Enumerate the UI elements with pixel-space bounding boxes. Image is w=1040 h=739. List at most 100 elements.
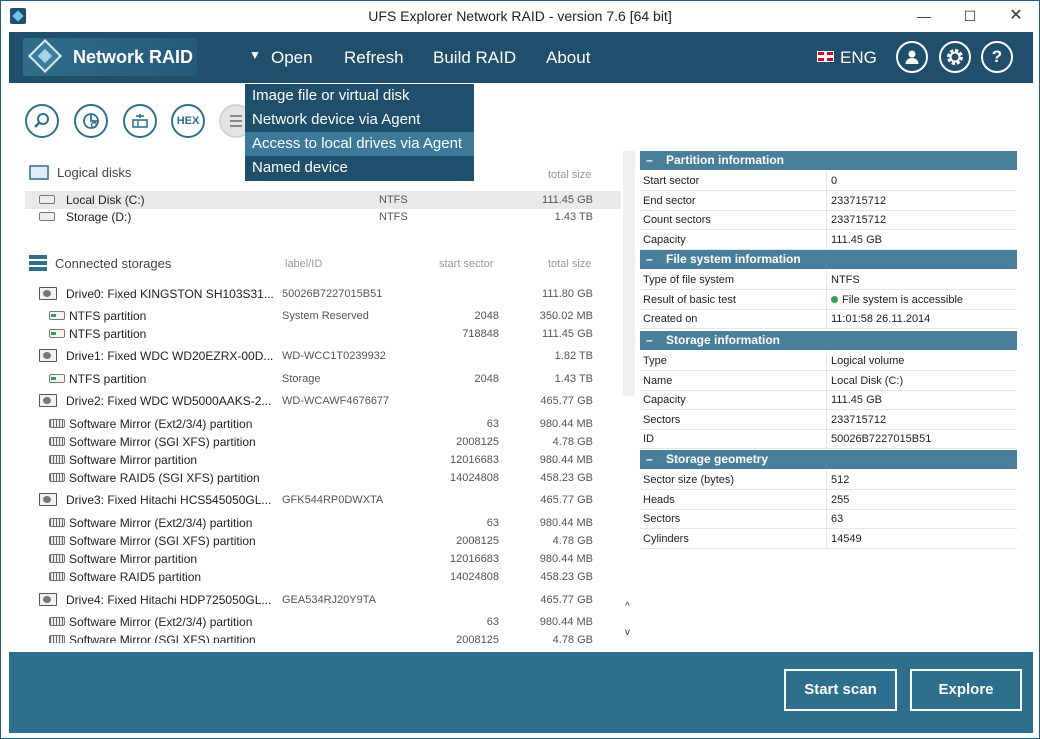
partition-row[interactable]: NTFS partition 718848 111.45 GB bbox=[25, 325, 621, 343]
start-scan-button[interactable]: Start scan bbox=[784, 669, 897, 711]
column-divider bbox=[826, 309, 827, 329]
partition-row[interactable]: Software Mirror (SGI XFS) partition 20081… bbox=[25, 631, 621, 643]
storage-drive-row[interactable]: Drive3: Fixed Hitachi HCS545050GL... GFK5… bbox=[25, 491, 621, 509]
property-key: Capacity bbox=[643, 394, 686, 406]
logical-disks-title: Logical disks bbox=[57, 165, 132, 180]
property-row: Result of basic test File system is acces… bbox=[640, 289, 1017, 310]
storage-geometry-header[interactable]: – Storage geometry bbox=[640, 450, 1017, 469]
dropdown-item-named-device[interactable]: Named device bbox=[252, 159, 348, 176]
scroll-down-arrow[interactable]: v bbox=[625, 627, 630, 638]
row-name: Software Mirror (Ext2/3/4) partition bbox=[69, 417, 253, 431]
connected-storages-header: Connected storages bbox=[29, 255, 171, 271]
row-total-size: 111.45 GB bbox=[542, 328, 593, 340]
row-name: Drive4: Fixed Hitachi HDP725050GL... bbox=[66, 593, 272, 607]
row-total-size: 350.02 MB bbox=[539, 310, 593, 322]
partition-icon bbox=[49, 554, 65, 563]
scrollbar-track[interactable] bbox=[623, 151, 635, 396]
disk-fs: NTFS bbox=[379, 211, 408, 223]
close-button[interactable]: ✕ bbox=[1009, 7, 1023, 24]
property-key: Created on bbox=[643, 313, 698, 325]
dropdown-item-network-device[interactable]: Network device via Agent bbox=[252, 111, 421, 128]
partition-row[interactable]: Software Mirror partition 12016683 980.44 … bbox=[25, 451, 621, 469]
scroll-up-arrow[interactable]: ^ bbox=[625, 601, 630, 612]
storage-info-header[interactable]: – Storage information bbox=[640, 331, 1017, 350]
col-total-size: total size bbox=[548, 258, 592, 270]
partition-row[interactable]: Software Mirror (SGI XFS) partition 20081… bbox=[25, 433, 621, 451]
column-divider bbox=[826, 210, 827, 230]
menu-arrow-icon[interactable]: ▼ bbox=[249, 48, 261, 62]
property-row: Capacity 111.45 GB bbox=[640, 390, 1017, 410]
column-divider bbox=[826, 289, 827, 310]
property-value: 512 bbox=[831, 474, 850, 486]
disk-name: Storage (D:) bbox=[66, 210, 132, 224]
col-total-size: total size bbox=[548, 169, 592, 181]
property-row: Sectors 233715712 bbox=[640, 409, 1017, 430]
partition-row[interactable]: NTFS partition Storage 2048 1.43 TB bbox=[25, 370, 621, 388]
partition-row[interactable]: Software Mirror (Ext2/3/4) partition 63 98… bbox=[25, 514, 621, 532]
partition-tool-button[interactable] bbox=[123, 104, 157, 138]
partition-icon bbox=[49, 437, 65, 446]
partition-row[interactable]: Software Mirror (SGI XFS) partition 20081… bbox=[25, 532, 621, 550]
menu-about[interactable]: About bbox=[546, 48, 591, 67]
disk-fs: NTFS bbox=[379, 194, 408, 206]
filesystem-info-title: File system information bbox=[666, 252, 801, 266]
row-total-size: 980.44 MB bbox=[539, 616, 593, 628]
disk-tool-button[interactable] bbox=[74, 104, 108, 138]
menu-refresh[interactable]: Refresh bbox=[344, 48, 404, 67]
disk-icon bbox=[39, 195, 55, 204]
minimize-button[interactable]: — bbox=[917, 8, 931, 24]
col-label-id: label/ID bbox=[285, 258, 323, 270]
partition-row[interactable]: Software Mirror (Ext2/3/4) partition 63 98… bbox=[25, 415, 621, 433]
storage-drive-row[interactable]: Drive2: Fixed WDC WD5000AAKS-2... WD-WCAW… bbox=[25, 392, 621, 410]
row-total-size: 4.78 GB bbox=[552, 535, 593, 547]
partition-row[interactable]: NTFS partition System Reserved 2048 350.02 … bbox=[25, 307, 621, 325]
maximize-button[interactable]: ☐ bbox=[963, 8, 977, 24]
filesystem-info-header[interactable]: – File system information bbox=[640, 250, 1017, 269]
partition-row[interactable]: Software RAID5 partition 14024808 458.23 G… bbox=[25, 568, 621, 586]
property-value: 111.45 GB bbox=[831, 394, 882, 406]
storage-drive-row[interactable]: Drive0: Fixed KINGSTON SH103S31... 50026B… bbox=[25, 285, 621, 303]
property-value: 63 bbox=[831, 513, 844, 525]
row-name: Software RAID5 partition bbox=[69, 570, 202, 584]
menu-open[interactable]: Open bbox=[271, 48, 313, 67]
language-selector[interactable]: ENG bbox=[817, 48, 877, 68]
partition-info-header[interactable]: – Partition information bbox=[640, 151, 1017, 170]
hex-tool-button[interactable]: HEX bbox=[171, 104, 205, 138]
menu-build-raid[interactable]: Build RAID bbox=[433, 48, 517, 67]
logical-disk-row[interactable]: Local Disk (C:) NTFS 111.45 GB bbox=[25, 191, 621, 209]
property-key: Heads bbox=[643, 493, 675, 506]
search-tool-button[interactable] bbox=[25, 104, 59, 138]
language-label: ENG bbox=[840, 48, 877, 67]
logical-disk-row[interactable]: Storage (D:) NTFS 1.43 TB bbox=[25, 208, 621, 226]
column-divider bbox=[826, 429, 827, 449]
row-total-size: 4.78 GB bbox=[552, 436, 593, 448]
partition-row[interactable]: Software Mirror (Ext2/3/4) partition 63 98… bbox=[25, 613, 621, 631]
storage-drive-row[interactable]: Drive4: Fixed Hitachi HDP725050GL... GEA5… bbox=[25, 591, 621, 609]
dropdown-item-image-file[interactable]: Image file or virtual disk bbox=[252, 87, 410, 104]
settings-button[interactable] bbox=[939, 41, 971, 73]
property-key: Sector size (bytes) bbox=[643, 474, 735, 486]
dropdown-item-local-drives[interactable]: Access to local drives via Agent bbox=[245, 132, 474, 156]
row-name: NTFS partition bbox=[69, 309, 147, 323]
uk-flag-icon bbox=[817, 51, 834, 62]
property-value: 233715712 bbox=[831, 413, 887, 426]
property-value: 0 bbox=[831, 175, 838, 187]
help-button[interactable]: ? bbox=[981, 41, 1013, 73]
explore-button[interactable]: Explore bbox=[910, 669, 1022, 711]
row-name: Drive2: Fixed WDC WD5000AAKS-2... bbox=[66, 394, 272, 408]
col-start-sector: start sector bbox=[439, 258, 494, 270]
list-icon bbox=[230, 115, 242, 127]
title-bar: UFS Explorer Network RAID - version 7.6 … bbox=[1, 1, 1039, 32]
property-key: Sectors bbox=[643, 413, 681, 426]
property-key: ID bbox=[643, 433, 654, 445]
drive-icon bbox=[39, 394, 57, 407]
partition-row[interactable]: Software Mirror partition 12016683 980.44 … bbox=[25, 550, 621, 568]
storage-drive-row[interactable]: Drive1: Fixed WDC WD20EZRX-00D... WD-WCC1… bbox=[25, 347, 621, 365]
storage-geometry-title: Storage geometry bbox=[666, 452, 769, 466]
open-dropdown-menu: Image file or virtual disk Network devic… bbox=[245, 84, 474, 181]
partition-row[interactable]: Software RAID5 (SGI XFS) partition 140248… bbox=[25, 469, 621, 487]
column-divider bbox=[826, 489, 827, 510]
row-name: Software Mirror (SGI XFS) partition bbox=[69, 633, 256, 643]
user-button[interactable] bbox=[896, 41, 928, 73]
